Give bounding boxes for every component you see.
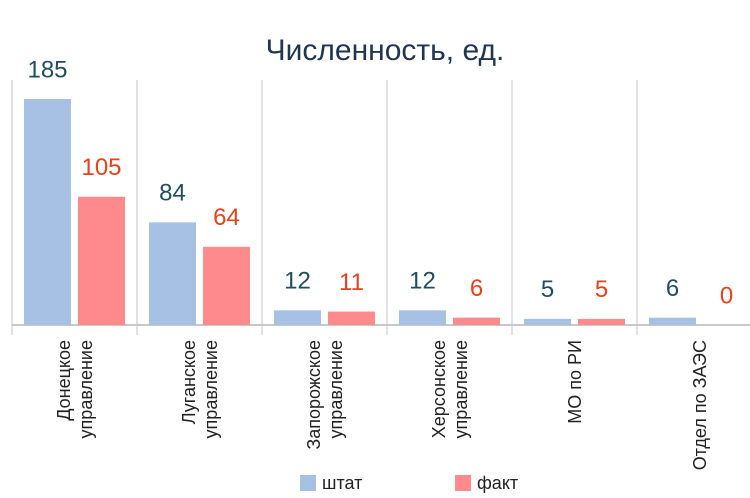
bar: [24, 99, 71, 325]
legend-label: штат: [322, 473, 362, 493]
data-label: 105: [81, 154, 121, 181]
data-label: 6: [470, 275, 483, 302]
x-tick-label: Херсонское управление: [428, 340, 471, 439]
x-tick-label: Луганское управление: [178, 340, 221, 439]
data-label: 64: [213, 204, 240, 231]
chart-title: Численность, ед.: [266, 34, 505, 67]
bar: [524, 318, 571, 325]
bar: [399, 310, 446, 325]
bar: [649, 317, 696, 325]
data-label: 12: [409, 268, 436, 295]
bar: [274, 310, 321, 325]
data-label: 6: [666, 275, 679, 302]
bar: [328, 311, 375, 325]
x-tick-label: Донецкое управление: [53, 340, 96, 439]
bar: [78, 196, 125, 325]
x-tick-label: МО по РИ: [564, 340, 585, 424]
bar: [203, 246, 250, 325]
data-label: 0: [720, 282, 733, 309]
data-label: 5: [541, 276, 554, 303]
legend-swatch: [455, 475, 471, 491]
bar: [453, 317, 500, 325]
data-label: 185: [27, 56, 67, 83]
data-label: 5: [595, 276, 608, 303]
data-label: 11: [339, 269, 364, 296]
bar: [578, 318, 625, 325]
legend-label: факт: [477, 473, 518, 493]
legend-swatch: [300, 475, 316, 491]
bar: [149, 222, 196, 325]
data-label: 84: [159, 180, 186, 207]
data-label: 12: [284, 268, 311, 295]
x-tick-label: Отдел по ЗАЭС: [689, 340, 710, 471]
x-tick-label: Запорожское управление: [303, 340, 346, 450]
